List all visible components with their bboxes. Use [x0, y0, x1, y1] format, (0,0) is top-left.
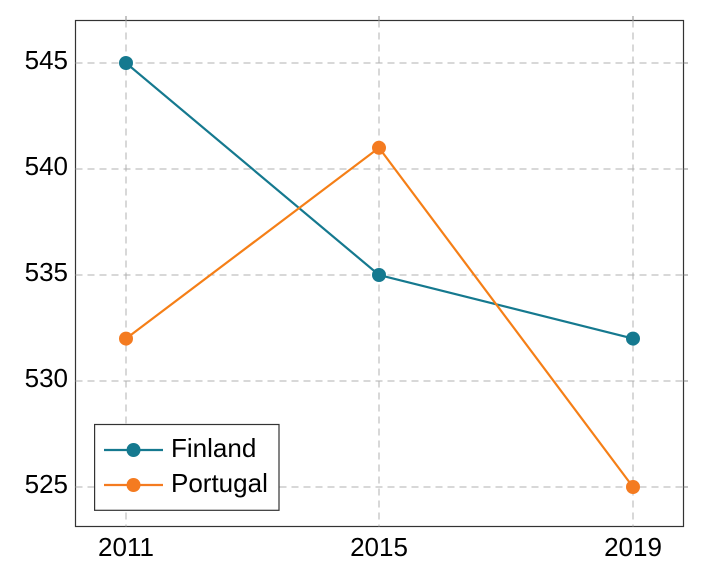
svg-text:545: 545 [25, 45, 68, 75]
svg-text:Portugal: Portugal [171, 468, 268, 498]
svg-text:530: 530 [25, 363, 68, 393]
svg-text:540: 540 [25, 151, 68, 181]
svg-text:2019: 2019 [604, 532, 662, 562]
svg-text:535: 535 [25, 257, 68, 287]
svg-text:2015: 2015 [350, 532, 408, 562]
svg-text:525: 525 [25, 469, 68, 499]
svg-text:Finland: Finland [171, 433, 256, 463]
svg-text:2011: 2011 [98, 532, 154, 562]
